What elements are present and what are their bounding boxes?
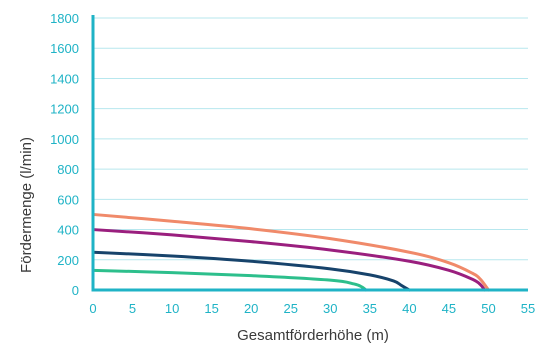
x-tick-label: 50 bbox=[481, 301, 495, 316]
x-tick-label: 10 bbox=[165, 301, 179, 316]
x-tick-label: 25 bbox=[283, 301, 297, 316]
x-tick-label: 15 bbox=[204, 301, 218, 316]
y-tick-label: 1400 bbox=[50, 71, 79, 86]
y-tick-label: 400 bbox=[57, 223, 79, 238]
x-tick-label: 55 bbox=[521, 301, 535, 316]
y-axis-title: Fördermenge (l/min) bbox=[18, 137, 35, 273]
series-line-1 bbox=[91, 212, 490, 292]
x-tick-label: 40 bbox=[402, 301, 416, 316]
series-line-4 bbox=[91, 268, 368, 292]
x-tick-labels: 0 5 10 15 20 25 30 35 40 45 50 55 bbox=[89, 301, 535, 316]
x-axis-title: Gesamtförderhöhe (m) bbox=[237, 327, 389, 344]
axes bbox=[91, 15, 528, 292]
x-tick-label: 45 bbox=[442, 301, 456, 316]
y-tick-label: 800 bbox=[57, 162, 79, 177]
x-tick-label: 0 bbox=[89, 301, 96, 316]
series-layer bbox=[91, 212, 490, 292]
y-tick-label: 600 bbox=[57, 192, 79, 207]
x-tick-label: 5 bbox=[129, 301, 136, 316]
y-tick-labels: 0 200 400 600 800 1000 1200 1400 1600 1800 bbox=[50, 11, 79, 298]
y-tick-label: 1000 bbox=[50, 132, 79, 147]
x-tick-label: 35 bbox=[363, 301, 377, 316]
y-tick-label: 0 bbox=[72, 283, 79, 298]
grid-lines bbox=[93, 17, 528, 261]
y-tick-label: 1800 bbox=[50, 11, 79, 26]
series-line-2 bbox=[91, 228, 486, 292]
x-tick-label: 20 bbox=[244, 301, 258, 316]
x-tick-label: 30 bbox=[323, 301, 337, 316]
y-tick-label: 1200 bbox=[50, 102, 79, 117]
y-tick-label: 200 bbox=[57, 253, 79, 268]
y-tick-label: 1600 bbox=[50, 41, 79, 56]
series-line-3 bbox=[91, 250, 411, 292]
